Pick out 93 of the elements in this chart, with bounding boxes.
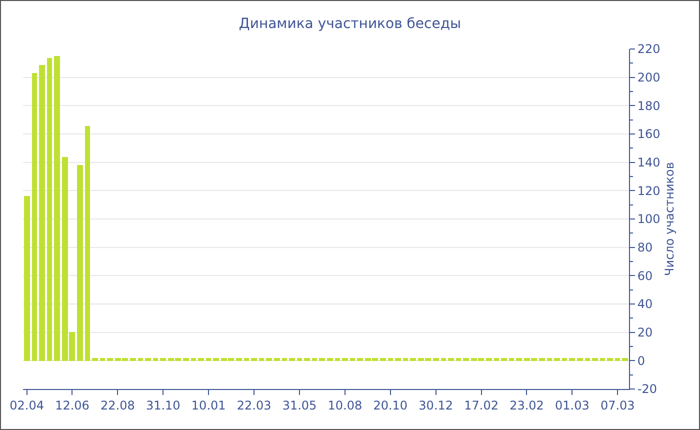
bar bbox=[592, 358, 598, 361]
y-tick-label: 140 bbox=[637, 156, 660, 170]
bar bbox=[433, 358, 439, 361]
bar bbox=[319, 358, 325, 361]
bar bbox=[274, 358, 280, 361]
bar bbox=[410, 358, 416, 361]
bar bbox=[441, 358, 446, 361]
bar bbox=[585, 358, 590, 361]
bar bbox=[509, 358, 514, 361]
bar bbox=[153, 358, 158, 361]
x-tick-label: 02.04 bbox=[10, 398, 44, 412]
bar bbox=[569, 358, 575, 361]
bar bbox=[312, 358, 317, 361]
bar bbox=[357, 358, 363, 361]
y-tick-label: 20 bbox=[637, 326, 653, 340]
bar bbox=[539, 358, 545, 361]
bar bbox=[562, 358, 567, 361]
x-tick-label: 22.03 bbox=[236, 398, 272, 412]
x-tick-label: 23.02 bbox=[510, 398, 544, 412]
bar bbox=[342, 358, 348, 361]
bar bbox=[486, 358, 492, 361]
y-tick-label: 200 bbox=[637, 70, 660, 85]
bar bbox=[266, 358, 272, 361]
bar bbox=[85, 126, 90, 361]
chart-title: Динамика участников беседы bbox=[238, 16, 462, 32]
bar bbox=[100, 358, 105, 361]
x-tick-label: 01.03 bbox=[555, 398, 590, 412]
bar bbox=[160, 358, 166, 361]
bar bbox=[39, 65, 45, 361]
bar bbox=[516, 358, 522, 361]
bar bbox=[92, 358, 98, 361]
bar bbox=[138, 358, 143, 361]
bar bbox=[463, 358, 469, 361]
y-tick-label: 100 bbox=[637, 212, 660, 226]
y-tick-label: 120 bbox=[637, 184, 660, 198]
bar bbox=[259, 358, 264, 361]
bar bbox=[282, 358, 287, 361]
x-tick-label: 07.03 bbox=[600, 398, 635, 412]
y-tick-label: 160 bbox=[637, 127, 660, 142]
bar bbox=[191, 358, 196, 361]
bar bbox=[577, 358, 583, 361]
x-tick-label: 12.06 bbox=[55, 398, 90, 412]
bar bbox=[236, 358, 242, 361]
bar bbox=[77, 165, 83, 361]
x-tick-label: 10.08 bbox=[328, 398, 362, 412]
x-tick-label: 30.12 bbox=[418, 398, 454, 412]
x-tick-label: 17.02 bbox=[464, 398, 498, 412]
y-tick-label: -20 bbox=[637, 382, 658, 396]
y-tick-label: 60 bbox=[637, 268, 653, 283]
bar bbox=[206, 358, 211, 361]
bar bbox=[456, 358, 461, 361]
x-tick-label: 31.10 bbox=[146, 398, 180, 412]
y-tick-label: 80 bbox=[637, 240, 653, 255]
bar bbox=[615, 358, 620, 361]
bar bbox=[251, 358, 257, 361]
y-tick-label: 180 bbox=[637, 98, 660, 113]
bar bbox=[395, 358, 401, 361]
x-tick-label: 31.05 bbox=[282, 398, 317, 412]
bar bbox=[130, 358, 136, 361]
bar bbox=[388, 358, 393, 361]
bar bbox=[554, 358, 560, 361]
bar bbox=[145, 358, 151, 361]
bar bbox=[403, 358, 408, 361]
bar bbox=[327, 358, 333, 361]
bar bbox=[47, 58, 52, 361]
y-tick-label: 220 bbox=[637, 42, 660, 56]
y-tick-label: 40 bbox=[637, 297, 653, 312]
x-tick-label: 20.10 bbox=[373, 398, 408, 412]
bar bbox=[213, 358, 219, 361]
bar bbox=[380, 358, 386, 361]
bar bbox=[494, 358, 499, 361]
y-axis-title: Число участников bbox=[662, 162, 676, 276]
bar bbox=[304, 358, 310, 361]
bar bbox=[600, 358, 605, 361]
bar bbox=[244, 358, 249, 361]
bar bbox=[501, 358, 507, 361]
bar bbox=[547, 358, 552, 361]
bar bbox=[622, 358, 628, 361]
bar bbox=[350, 358, 355, 361]
bar bbox=[448, 358, 454, 361]
bar bbox=[107, 358, 113, 361]
bar bbox=[54, 56, 60, 361]
y-tick-label: 0 bbox=[637, 354, 646, 368]
bar bbox=[289, 358, 295, 361]
bar bbox=[24, 196, 30, 361]
x-tick-label: 22.08 bbox=[100, 398, 135, 412]
bar bbox=[183, 358, 189, 361]
bar bbox=[198, 358, 204, 361]
bar bbox=[607, 358, 613, 361]
bar bbox=[297, 358, 302, 361]
bar bbox=[335, 358, 340, 361]
x-tick-label: 10.01 bbox=[191, 398, 226, 412]
bar bbox=[32, 73, 37, 361]
